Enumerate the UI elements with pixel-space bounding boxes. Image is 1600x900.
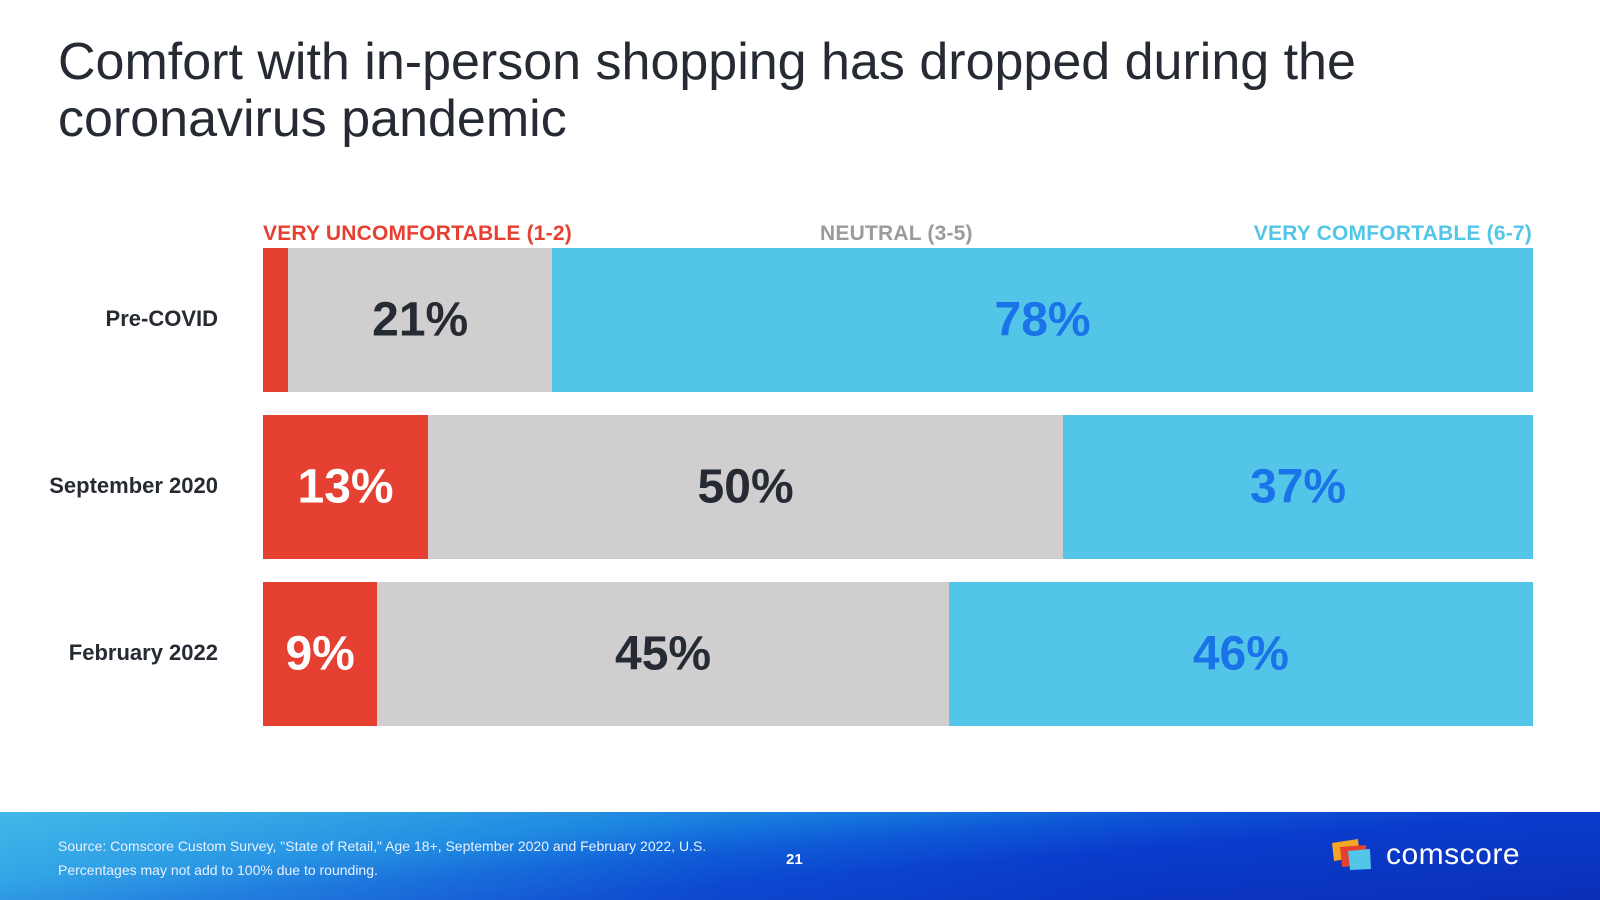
bar-segment-neutral: 21%: [288, 248, 553, 392]
legend-neutral: NEUTRAL (3-5): [820, 222, 973, 245]
bar-segment-comfortable: 37%: [1063, 415, 1533, 559]
bar-segment-uncomfortable: 13%: [263, 415, 429, 559]
bar-row: 9% 45% 46%: [263, 582, 1533, 726]
comscore-logo: comscore: [1330, 838, 1520, 872]
data-label-neutral: 45%: [615, 627, 712, 681]
bar-segment-comfortable: 46%: [948, 582, 1533, 726]
legend-very-comfortable: VERY COMFORTABLE (6-7): [1253, 222, 1532, 245]
bar-row: 2%21% 78%: [263, 248, 1533, 392]
legend-very-uncomfortable: VERY UNCOMFORTABLE (1-2): [263, 222, 572, 245]
bar-segment-uncomfortable: 2%: [263, 248, 361, 392]
data-label-uncomfortable: 9%: [285, 627, 355, 681]
bar-segment-neutral: 50%: [428, 415, 1064, 559]
data-label-neutral: 50%: [697, 460, 794, 514]
data-label-comfortable: 46%: [1192, 627, 1289, 681]
row-label: Pre-COVID: [105, 306, 218, 331]
source-line-1: Source: Comscore Custom Survey, "State o…: [58, 838, 707, 854]
bar-segment-neutral: 45%: [377, 582, 949, 726]
data-label-uncomfortable: 13%: [297, 460, 394, 514]
row-label: February 2022: [68, 640, 218, 665]
slide-title: Comfort with in-person shopping has drop…: [58, 33, 1356, 148]
bar-row: 13% 50% 37%: [263, 415, 1533, 559]
source-note: Source: Comscore Custom Survey, "State o…: [58, 834, 818, 882]
bar-segment-uncomfortable: 9%: [263, 582, 378, 726]
source-line-2: Percentages may not add to 100% due to r…: [58, 862, 378, 878]
bar-segment-comfortable: 78%: [552, 248, 1533, 392]
brand-name: comscore: [1386, 838, 1521, 871]
row-label: September 2020: [49, 473, 218, 498]
footer-highlight: [0, 812, 1600, 900]
comscore-logo-icon: [1332, 839, 1371, 870]
page-number: 21: [786, 851, 803, 868]
data-label-comfortable: 78%: [994, 293, 1091, 347]
data-label-comfortable: 37%: [1249, 460, 1347, 514]
data-label-neutral: 21%: [372, 293, 469, 347]
